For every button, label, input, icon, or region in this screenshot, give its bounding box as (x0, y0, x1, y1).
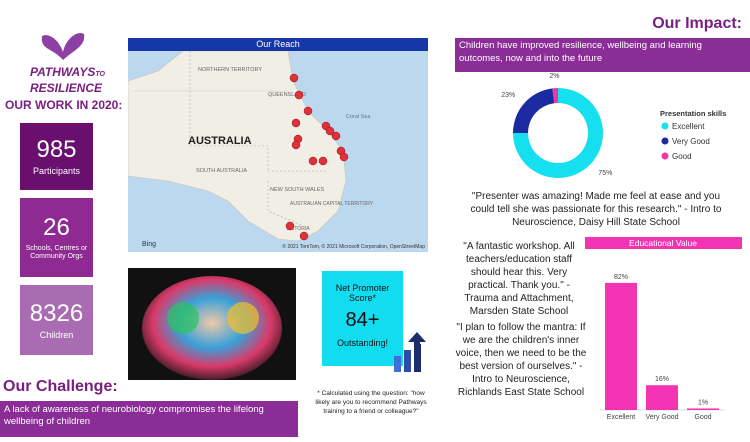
map-label: Coral Sea (346, 114, 371, 120)
bar (605, 282, 637, 410)
map-label: NEW SOUTH WALES (270, 187, 325, 193)
logo-line: PATHWAYS (30, 65, 96, 79)
bar (687, 408, 719, 410)
legend-label: Very Good (672, 137, 710, 146)
logo-line: TO (95, 71, 105, 78)
legend-label: Good (672, 152, 692, 161)
nps-footnote: * Calculated using the question: "how li… (315, 390, 427, 415)
map-label: VICTORIA (286, 226, 310, 232)
legend-title: Presentation skills (660, 109, 726, 118)
section-title: Our Challenge: (3, 378, 118, 395)
chart-title-banner (585, 237, 742, 249)
bar-label: 82% (614, 274, 628, 281)
kpi-label: Participants (32, 166, 81, 177)
kpi-box: 8326 Children (20, 285, 93, 355)
section-title: OUR WORK IN 2020: (5, 98, 123, 112)
bar (646, 385, 678, 410)
nps-title: Net Promoter Score* (335, 283, 390, 303)
bar-label: 16% (655, 376, 669, 383)
map-label: NORTHERN TERRITORY (198, 67, 262, 73)
kpi-label: Children (39, 329, 74, 340)
legend-swatch (661, 122, 669, 130)
logo-text: PATHWAYSTO RESILIENCE (30, 64, 110, 96)
donut-slice (513, 88, 555, 133)
kpi-box: 26 Schools, Centres or Community Orgs (20, 198, 93, 277)
photo (128, 268, 296, 380)
map-credit: Bing (142, 241, 156, 248)
x-tick-label: Excellent (607, 414, 635, 421)
map-label: QUEENSLAND (268, 92, 306, 98)
donut-label: 75% (598, 170, 612, 177)
map-points (285, 73, 349, 241)
impact-banner: Children have improved resilience, wellb… (455, 38, 750, 72)
kpi-box: 985 Participants (20, 123, 93, 190)
kpi-label: Schools, Centres or Community Orgs (25, 245, 88, 260)
legend-label: Excellent (672, 122, 705, 131)
quote: "A fantastic workshop. All teachers/educ… (463, 241, 575, 317)
donut-label: 2% (549, 73, 559, 80)
nps-box: Net Promoter Score* 84+ Outstanding! (322, 271, 403, 366)
chart-title: Educational Value (629, 238, 697, 248)
map-label: AUSTRALIA (188, 135, 252, 147)
nps-score: 84+ (345, 309, 380, 331)
logo-butterfly (41, 32, 85, 60)
quote: "I plan to follow the mantra: If we are … (455, 322, 587, 398)
nps-icon (394, 332, 426, 372)
kpi-value: 26 (43, 214, 70, 242)
x-tick-label: Very Good (645, 414, 678, 421)
kpi-value: 8326 (29, 299, 84, 327)
legend-swatch (661, 137, 669, 145)
logo-line: RESILIENCE (30, 81, 103, 95)
section-title: Our Impact: (652, 15, 742, 32)
legend-swatch (661, 152, 669, 160)
bar-label: 1% (698, 399, 708, 406)
map-label: SOUTH AUSTRALIA (196, 168, 247, 174)
quote: "Presenter was amazing! Made me feel at … (470, 191, 722, 228)
kpi-value: 985 (36, 136, 77, 164)
nps-rating: Outstanding! (336, 338, 389, 348)
map-label: AUSTRALIAN CAPITAL TERRITORY (290, 201, 374, 207)
map: NORTHERN TERRITORY QUEENSLAND AUSTRALIA … (128, 51, 428, 252)
donut-slice (513, 88, 603, 178)
challenge-banner: A lack of awareness of neurobiology comp… (0, 401, 298, 437)
map-copyright: © 2021 TomTom, © 2021 Microsoft Corporat… (282, 243, 425, 250)
donut-label: 23% (501, 92, 515, 99)
x-tick-label: Good (694, 414, 711, 421)
donut-slice (552, 88, 558, 104)
map-title: Our Reach (128, 38, 428, 51)
